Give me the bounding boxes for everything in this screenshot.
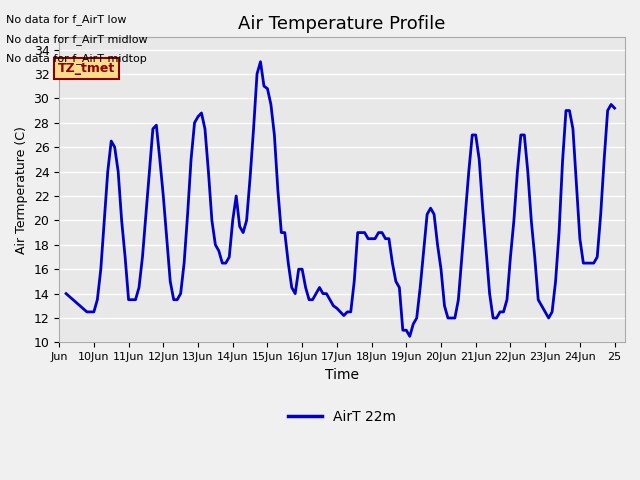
X-axis label: Time: Time [325,368,359,382]
Legend: AirT 22m: AirT 22m [282,404,402,430]
Title: Air Temperature Profile: Air Temperature Profile [238,15,446,33]
Text: No data for f_AirT midlow: No data for f_AirT midlow [6,34,148,45]
Y-axis label: Air Termperature (C): Air Termperature (C) [15,126,28,254]
Text: No data for f_AirT midtop: No data for f_AirT midtop [6,53,147,64]
Text: TZ_tmet: TZ_tmet [58,62,115,75]
Text: No data for f_AirT low: No data for f_AirT low [6,14,127,25]
